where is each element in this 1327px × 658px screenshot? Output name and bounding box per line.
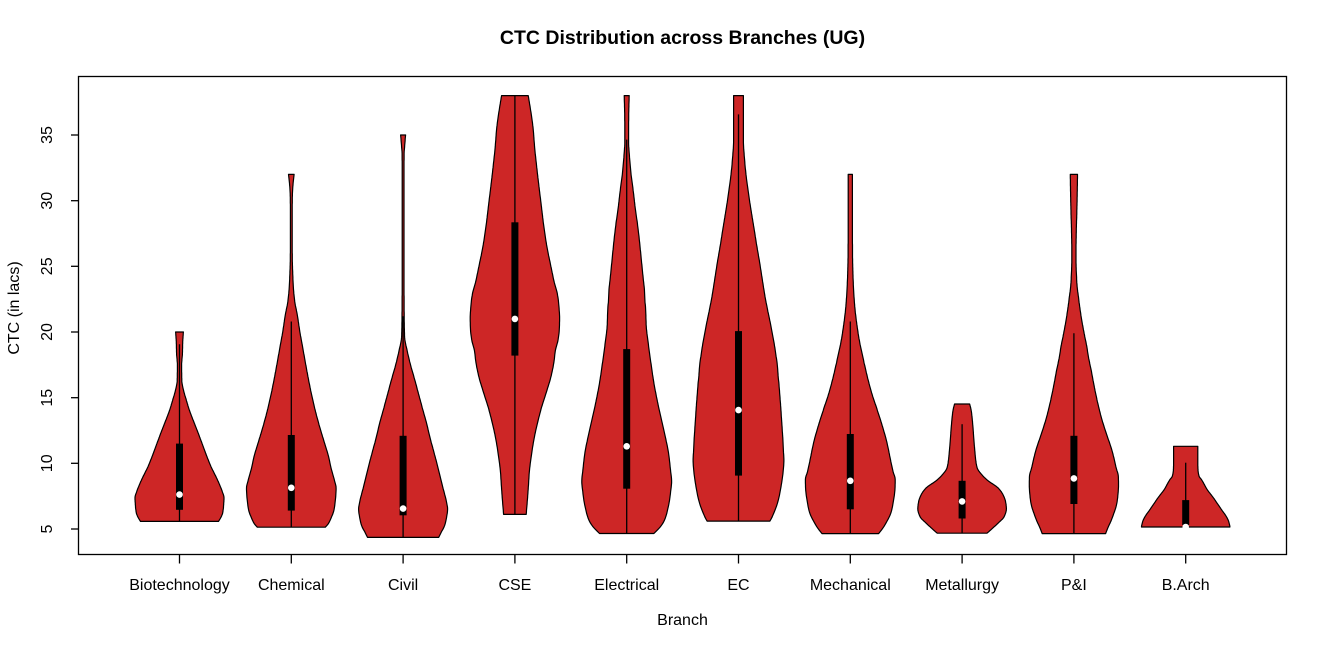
svg-text:CSE: CSE [498, 577, 531, 594]
svg-text:Mechanical: Mechanical [810, 577, 891, 594]
svg-text:CTC Distribution across Branch: CTC Distribution across Branches (UG) [500, 27, 865, 49]
svg-text:B.Arch: B.Arch [1162, 577, 1210, 594]
svg-text:EC: EC [727, 577, 749, 594]
svg-text:15: 15 [39, 389, 56, 407]
svg-text:Branch: Branch [657, 612, 708, 629]
svg-text:20: 20 [39, 323, 56, 341]
svg-text:Electrical: Electrical [594, 577, 659, 594]
svg-text:5: 5 [39, 524, 56, 533]
svg-text:35: 35 [39, 126, 56, 144]
svg-text:30: 30 [39, 192, 56, 210]
svg-text:Civil: Civil [388, 577, 418, 594]
svg-text:10: 10 [39, 454, 56, 472]
svg-text:Biotechnology: Biotechnology [129, 577, 230, 594]
svg-text:CTC (in lacs): CTC (in lacs) [6, 261, 23, 354]
svg-text:P&I: P&I [1061, 577, 1087, 594]
svg-text:Chemical: Chemical [258, 577, 325, 594]
svg-text:25: 25 [39, 257, 56, 275]
svg-text:Metallurgy: Metallurgy [925, 577, 999, 594]
